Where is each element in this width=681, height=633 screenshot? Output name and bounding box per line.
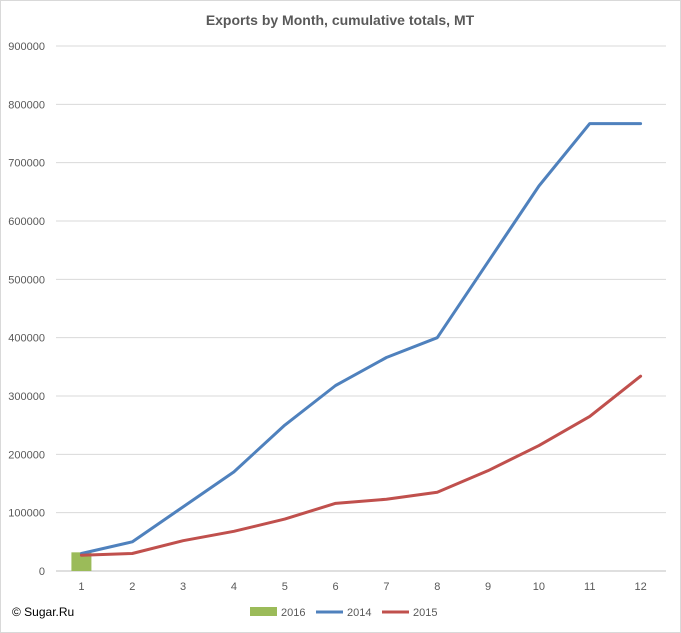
legend-label-2015: 2015	[413, 607, 437, 619]
line-series-layer	[79, 122, 643, 557]
copyright-text: © Sugar.Ru	[12, 605, 75, 619]
y-tick-label: 300000	[8, 391, 45, 403]
legend: 2016 2014 2015	[250, 607, 437, 619]
x-tick-label: 2	[129, 581, 135, 593]
y-tick-label: 100000	[8, 508, 45, 520]
x-tick-label: 1	[78, 581, 84, 593]
y-tick-label: 500000	[8, 274, 45, 286]
y-tick-label: 200000	[8, 449, 45, 461]
gridlines	[56, 45, 666, 572]
x-tick-label: 8	[434, 581, 440, 593]
x-axis-tick-labels: 1 2 3 4 5 6 7 8 9 10 11 12	[78, 581, 646, 593]
x-tick-label: 3	[180, 581, 186, 593]
y-tick-label: 0	[39, 566, 45, 578]
x-tick-label: 5	[282, 581, 288, 593]
series-line-2014	[79, 122, 643, 555]
x-tick-label: 4	[231, 581, 237, 593]
legend-label-2014: 2014	[347, 607, 371, 619]
chart-title: Exports by Month, cumulative totals, MT	[206, 12, 475, 28]
x-tick-label: 11	[584, 581, 595, 593]
legend-swatch-2016	[250, 607, 277, 616]
y-tick-label: 600000	[8, 216, 45, 228]
y-tick-label: 400000	[8, 333, 45, 345]
x-tick-label: 9	[485, 581, 491, 593]
legend-label-2016: 2016	[281, 607, 305, 619]
y-tick-label: 800000	[8, 99, 45, 111]
y-tick-label: 900000	[8, 41, 45, 53]
series-line-2015	[79, 374, 643, 557]
y-axis-tick-labels: 0 100000 200000 300000 400000 500000 600000 700…	[8, 41, 45, 578]
bar-series-layer	[71, 552, 92, 571]
x-tick-label: 6	[333, 581, 339, 593]
y-tick-label: 700000	[8, 158, 45, 170]
bar-2016-1	[71, 552, 92, 571]
x-tick-label: 12	[634, 581, 646, 593]
x-tick-label: 10	[533, 581, 545, 593]
x-tick-label: 7	[383, 581, 389, 593]
